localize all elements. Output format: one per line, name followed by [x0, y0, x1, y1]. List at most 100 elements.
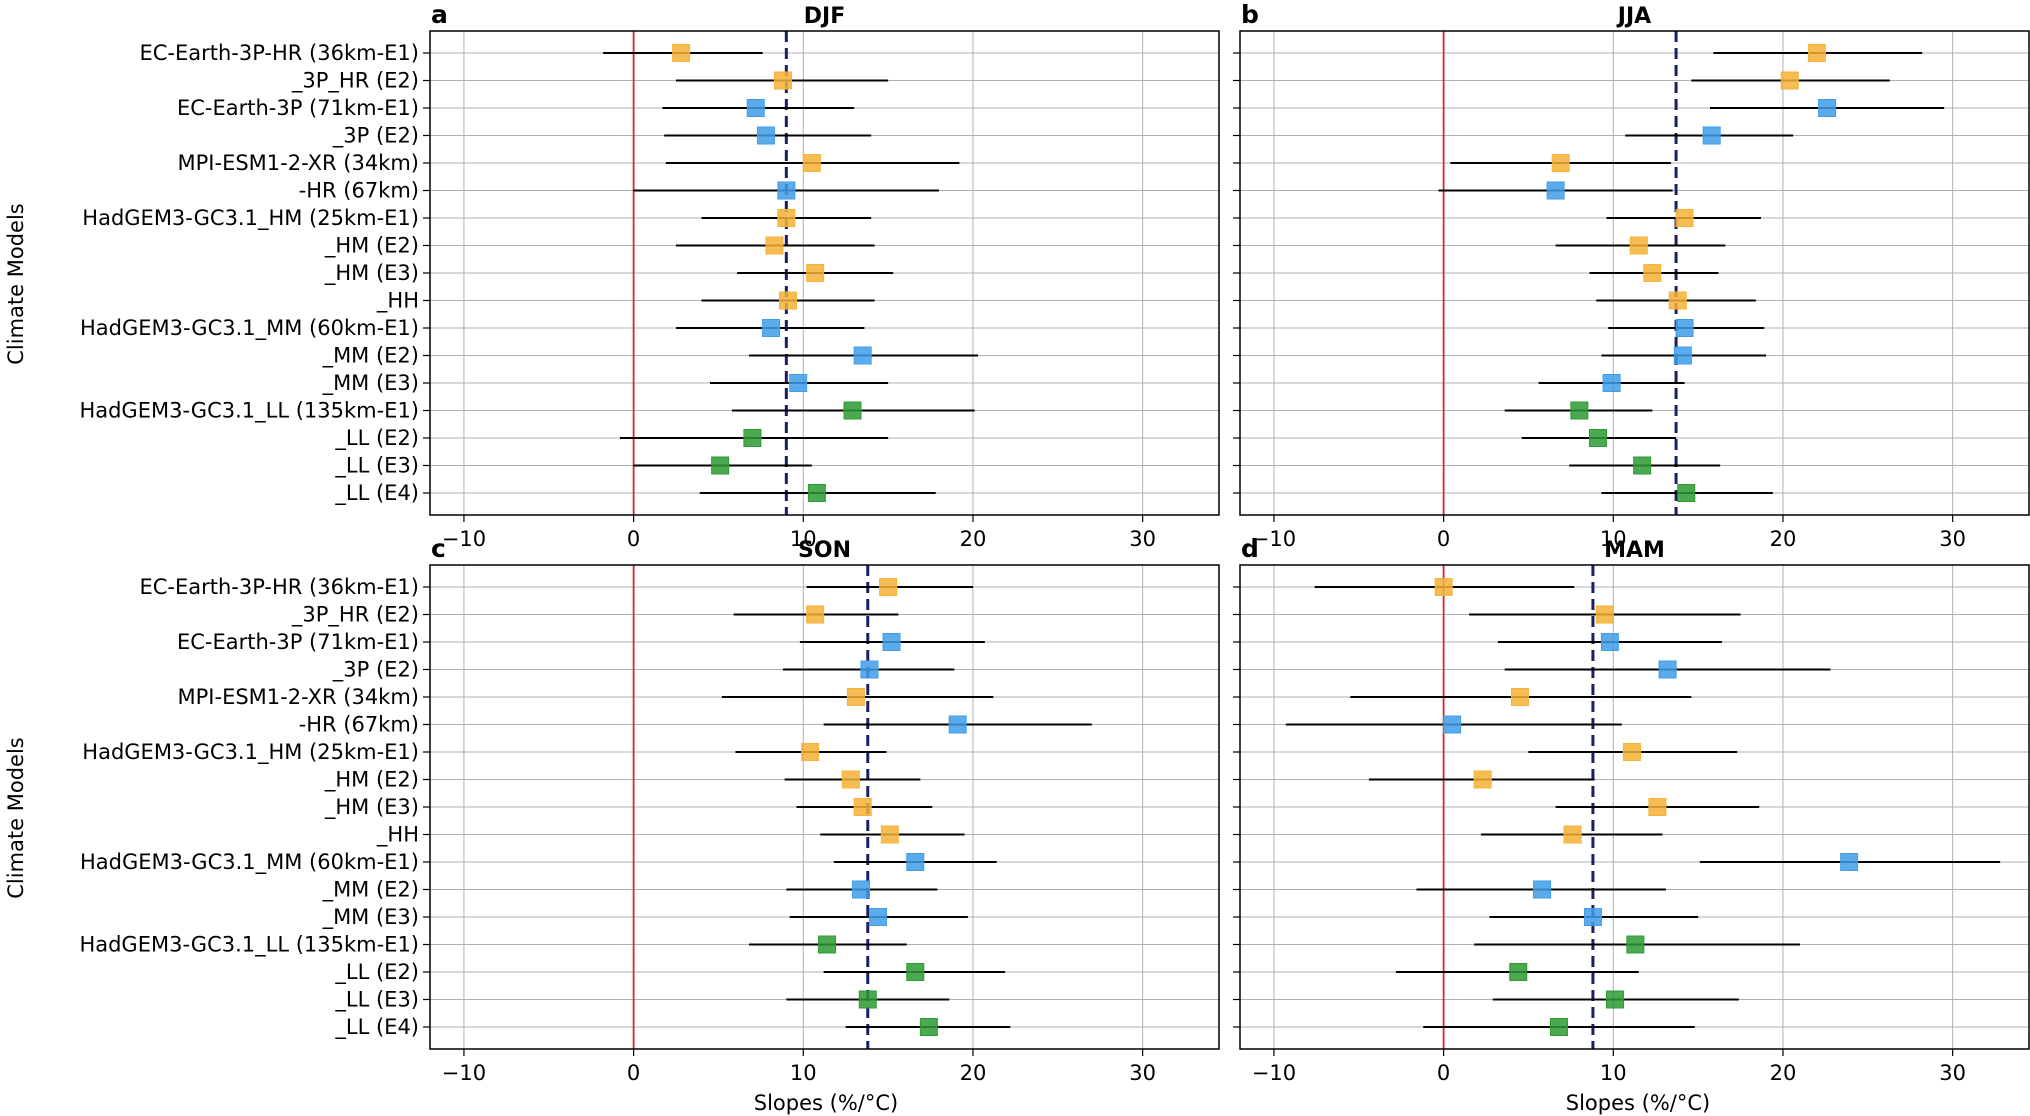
- data-point: [1570, 401, 1589, 420]
- plot-frame: [1239, 564, 2030, 1050]
- data-point: [773, 71, 792, 90]
- data-point: [853, 346, 872, 365]
- data-point: [1443, 715, 1462, 734]
- data-point: [1595, 605, 1614, 624]
- panel-a: −10 0 10 20 30 EC-Earth-3P-HR (36km-E1) _3P_HR…: [79, 0, 1220, 551]
- data-point: [860, 660, 879, 679]
- data-point: [1675, 319, 1694, 337]
- data-point: [948, 715, 967, 734]
- panel-title: SON: [798, 538, 851, 563]
- data-point: [1602, 374, 1621, 392]
- category-label: HadGEM3-GC3.1_MM (60km-E1): [80, 316, 419, 341]
- x-tick-label: 30: [1939, 527, 1966, 551]
- category-label: _3P (E2): [332, 124, 419, 149]
- data-point: [801, 743, 820, 761]
- plot-frame: [429, 30, 1220, 516]
- category-label: EC-Earth-3P (71km-E1): [177, 96, 419, 120]
- panel-b: −10 0 10 20 30 b JJA: [1233, 0, 2030, 551]
- data-point: [1780, 71, 1799, 90]
- x-axis-label-left: Slopes (%/°C): [754, 1091, 898, 1115]
- x-tick-label: 0: [1437, 527, 1450, 551]
- category-label: _HH: [376, 823, 419, 848]
- category-label: _HH: [376, 289, 419, 314]
- data-point: [1702, 126, 1721, 145]
- data-point: [672, 44, 691, 62]
- category-label: _LL (E2): [334, 426, 419, 451]
- data-point: [1626, 935, 1645, 954]
- x-tick-label: 10: [1600, 1061, 1627, 1085]
- category-label: EC-Earth-3P (71km-E1): [177, 630, 419, 654]
- category-label: _HM (E3): [324, 795, 419, 820]
- category-label: _HM (E3): [324, 261, 419, 286]
- data-point: [762, 319, 781, 337]
- data-point: [806, 264, 825, 282]
- data-point: [843, 401, 862, 420]
- category-label: _LL (E3): [334, 454, 419, 479]
- category-label: _3P (E2): [332, 658, 419, 683]
- data-point: [1551, 154, 1570, 172]
- x-tick-label: 30: [1939, 1061, 1966, 1085]
- data-point: [919, 1018, 938, 1036]
- category-label: _MM (E3): [322, 905, 419, 930]
- panel-letter: d: [1241, 534, 1259, 563]
- category-label: HadGEM3-GC3.1_LL (135km-E1): [79, 399, 419, 424]
- data-point: [879, 578, 898, 596]
- x-tick-label: −10: [442, 1061, 486, 1085]
- data-point: [1840, 853, 1859, 871]
- category-label: EC-Earth-3P-HR (36km-E1): [139, 41, 419, 65]
- x-tick-label: 10: [790, 527, 817, 551]
- data-point: [1633, 456, 1652, 475]
- category-label: MPI-ESM1-2-XR (34km): [178, 685, 419, 709]
- data-point: [1549, 1018, 1568, 1036]
- data-point: [746, 99, 765, 117]
- category-label: _3P_HR (E2): [291, 603, 419, 628]
- data-point: [1533, 880, 1552, 899]
- x-tick-label: 30: [1129, 1061, 1156, 1085]
- data-point: [846, 688, 865, 706]
- data-point: [1434, 578, 1453, 596]
- data-point: [779, 291, 798, 310]
- data-point: [789, 374, 808, 392]
- plot-frame: [1239, 30, 2030, 516]
- x-tick-label: 0: [1437, 1061, 1450, 1085]
- x-axis-label-right: Slopes (%/°C): [1566, 1091, 1710, 1115]
- data-point: [1605, 990, 1624, 1009]
- data-point: [1818, 99, 1837, 117]
- panel-letter: b: [1241, 0, 1259, 29]
- data-point: [807, 484, 826, 502]
- data-point: [1509, 963, 1528, 981]
- plot-frame: [429, 564, 1220, 1050]
- data-point: [868, 908, 887, 926]
- data-point: [906, 853, 925, 871]
- data-point: [1658, 660, 1677, 679]
- category-label: _HM (E2): [324, 234, 419, 259]
- data-point: [1673, 346, 1692, 365]
- category-label: _MM (E3): [322, 371, 419, 396]
- panel-title: MAM: [1604, 538, 1665, 563]
- category-label: EC-Earth-3P-HR (36km-E1): [139, 575, 419, 599]
- data-point: [765, 236, 784, 255]
- data-point: [1583, 908, 1602, 926]
- data-point: [1648, 798, 1667, 816]
- category-label: _LL (E3): [334, 988, 419, 1013]
- category-label: HadGEM3-GC3.1_HM (25km-E1): [82, 206, 419, 231]
- data-point: [777, 181, 796, 200]
- category-label: _3P_HR (E2): [291, 69, 419, 94]
- category-label: _LL (E2): [334, 960, 419, 985]
- x-tick-label: 10: [790, 1061, 817, 1085]
- category-label: -HR (67km): [299, 713, 419, 737]
- data-point: [1668, 291, 1687, 310]
- data-point: [851, 880, 870, 899]
- data-point: [853, 798, 872, 816]
- category-label: _HM (E2): [324, 768, 419, 793]
- data-point: [1629, 236, 1648, 255]
- data-point: [1807, 44, 1826, 62]
- data-point: [818, 935, 837, 954]
- category-label: _MM (E2): [322, 344, 419, 369]
- data-point: [841, 770, 860, 789]
- x-tick-label: 20: [960, 527, 987, 551]
- category-label: _MM (E2): [322, 878, 419, 903]
- data-point: [711, 456, 730, 475]
- panel-title: JJA: [1616, 4, 1651, 29]
